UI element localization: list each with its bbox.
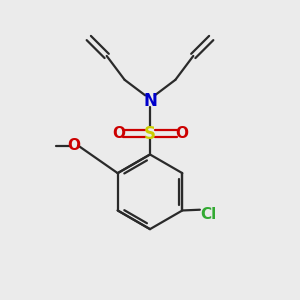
Text: O: O xyxy=(68,138,80,153)
Text: S: S xyxy=(144,124,156,142)
Text: O: O xyxy=(175,126,188,141)
Text: Cl: Cl xyxy=(200,207,216,222)
Text: N: N xyxy=(143,92,157,110)
Text: O: O xyxy=(112,126,125,141)
